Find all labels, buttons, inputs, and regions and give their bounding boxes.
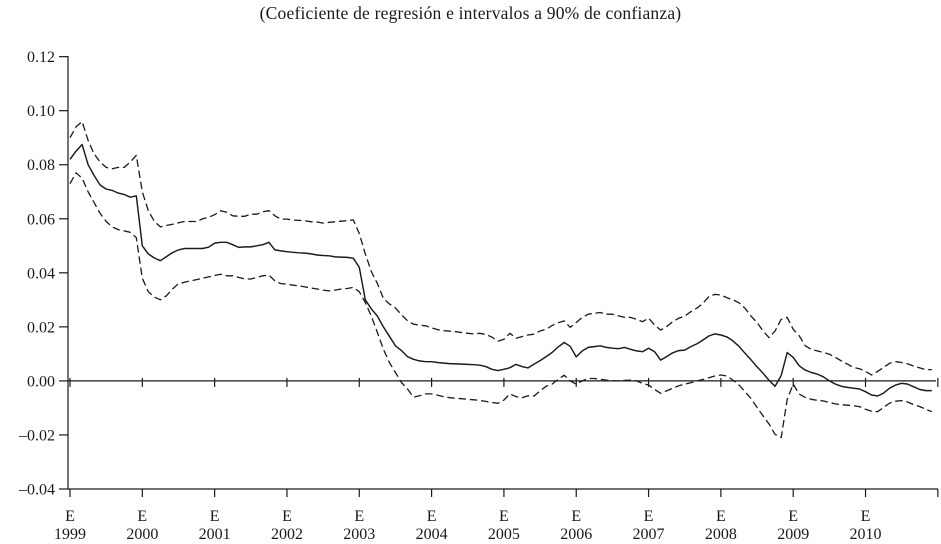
x-axis-month-label: E [282,508,292,525]
x-axis-month-label: E [716,508,726,525]
y-axis-tick-label: 0.12 [27,49,55,66]
x-axis-month-label: E [788,508,798,525]
series-lower-ci [69,172,933,439]
x-axis-month-label: E [137,508,147,525]
x-axis-month-label: E [427,508,437,525]
y-axis-tick-label: 0.04 [27,265,55,282]
x-axis-year-label: 2004 [416,526,448,543]
x-axis-year-label: 1999 [54,526,86,543]
y-axis-tick-label: 0.02 [27,319,55,336]
x-axis-month-label: E [499,508,509,525]
series-coefficient [69,143,932,397]
x-axis-year-label: 2010 [850,526,882,543]
x-axis-year-label: 2000 [126,526,158,543]
x-axis-year-label: 2007 [633,526,665,543]
x-axis-month-label: E [644,508,654,525]
chart-title: (Coeficiente de regresión e intervalos a… [259,3,682,23]
x-axis-month-label: E [65,508,75,525]
x-axis-year-label: 2008 [705,526,737,543]
x-axis-year-label: 2001 [199,526,231,543]
x-axis-year-label: 2002 [271,526,303,543]
y-axis-tick-label: 0.00 [27,373,55,390]
x-axis-year-label: 2006 [560,526,592,543]
y-axis-tick-label: 0.10 [27,103,55,120]
y-axis-tick-label: –0.02 [18,427,55,444]
y-axis-tick-label: 0.08 [27,157,55,174]
series-upper-ci [69,120,932,376]
y-axis-tick-label: –0.04 [18,481,55,498]
x-axis-month-label: E [571,508,581,525]
x-axis-month-label: E [354,508,364,525]
x-axis-year-label: 2005 [488,526,520,543]
x-axis-month-label: E [861,508,871,525]
y-axis-tick-label: 0.06 [27,211,55,228]
x-axis-month-label: E [210,508,220,525]
x-axis-year-label: 2003 [343,526,375,543]
x-axis-year-label: 2009 [777,526,809,543]
